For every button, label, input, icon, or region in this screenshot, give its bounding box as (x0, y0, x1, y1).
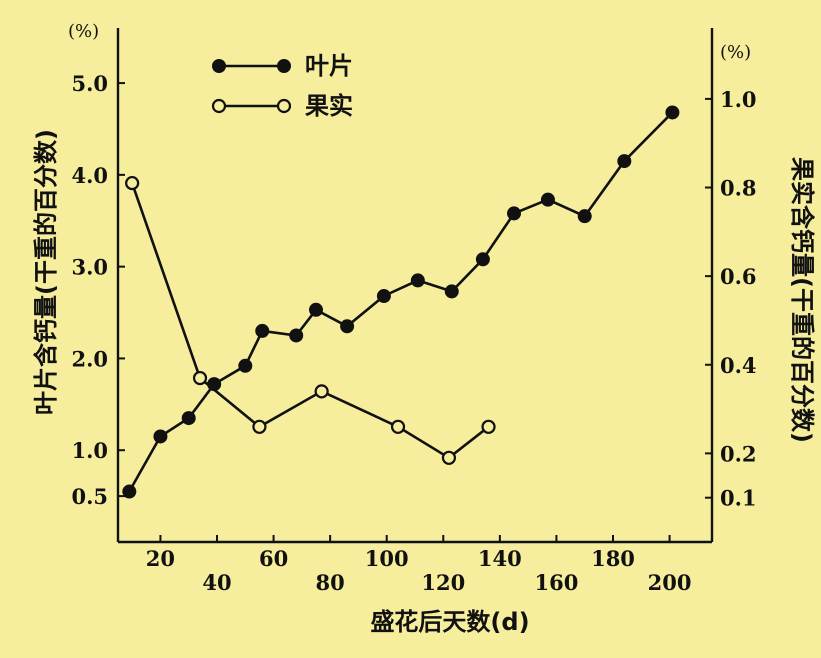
leaf-series-line (128, 111, 674, 493)
right-axis-unit: (%) (720, 42, 751, 63)
leaf-data-point (309, 302, 323, 317)
leaf-data-point (665, 105, 680, 120)
leaf-data-point (410, 273, 425, 288)
legend-marker-leaf-left (212, 59, 226, 73)
x-tick-label: 40 (202, 570, 231, 595)
x-tick-label: 20 (146, 546, 175, 571)
left-tick-label: 3.0 (71, 255, 108, 280)
left-tick-label: 1.0 (71, 438, 108, 463)
x-tick-label: 200 (648, 570, 692, 595)
leaf-data-point (153, 429, 168, 444)
fruit-data-point (125, 175, 140, 191)
x-tick-label: 80 (316, 570, 345, 595)
right-axis-title: 果实含钙量(干重的百分数) (788, 157, 816, 443)
right-tick-label: 0.1 (720, 486, 757, 511)
right-tick-label: 1.0 (720, 87, 757, 112)
legend: 叶片 果实 (211, 52, 353, 120)
legend-item-fruit: 果实 (211, 92, 353, 120)
leaf-data-point (540, 192, 555, 207)
leaf-data-point (340, 319, 355, 334)
fruit-data-point (390, 419, 406, 434)
left-tick-label: 4.0 (71, 163, 108, 188)
left-tick-label: 2.0 (71, 346, 108, 371)
right-axis-ticks: 0.1 0.2 0.4 0.6 0.8 1.0 (705, 87, 757, 511)
right-tick-label: 0.6 (720, 264, 757, 289)
x-tick-label: 100 (365, 546, 409, 571)
leaf-data-point (577, 209, 592, 224)
leaf-data-point (122, 484, 137, 499)
x-tick-label: 60 (259, 546, 288, 571)
leaf-data-point (475, 252, 490, 267)
left-tick-label: 5.0 (71, 71, 108, 96)
fruit-data-point (314, 384, 329, 399)
left-axis-title: 叶片含钙量(干重的百分数) (32, 129, 60, 415)
x-tick-label: 120 (421, 570, 465, 595)
fruit-data-point (481, 419, 496, 434)
leaf-data-point (444, 284, 459, 299)
right-tick-label: 0.8 (720, 176, 757, 201)
x-tick-label: 160 (535, 570, 579, 595)
leaf-data-point (289, 328, 304, 343)
left-axis-ticks: 0.5 1.0 2.0 3.0 4.0 5.0 (71, 71, 125, 509)
leaf-data-point (238, 358, 253, 373)
fruit-data-point (192, 370, 208, 386)
legend-label-fruit: 果实 (305, 92, 353, 120)
x-tick-label: 140 (478, 546, 522, 571)
right-tick-label: 0.2 (720, 441, 757, 466)
fruit-data-point (441, 450, 457, 465)
legend-label-leaf: 叶片 (305, 52, 353, 80)
x-tick-label: 180 (591, 546, 635, 571)
x-axis-ticks: 20 40 60 80 100 120 140 160 180 200 (146, 535, 692, 595)
series-layer (122, 105, 680, 499)
fruit-data-point (252, 419, 267, 434)
legend-marker-fruit-left (211, 98, 227, 114)
leaf-data-point (181, 411, 196, 426)
leaf-data-point (376, 289, 391, 304)
right-tick-label: 0.4 (720, 353, 757, 378)
leaf-data-point (617, 154, 632, 169)
leaf-data-point (255, 323, 270, 338)
legend-marker-leaf-right (277, 59, 291, 73)
legend-marker-fruit-right (276, 98, 292, 114)
legend-item-leaf: 叶片 (212, 52, 353, 80)
left-axis-unit: (%) (68, 21, 99, 42)
leaf-data-point (507, 206, 521, 221)
x-axis-title: 盛花后天数(d) (370, 608, 529, 636)
left-tick-label: 0.5 (71, 484, 108, 509)
